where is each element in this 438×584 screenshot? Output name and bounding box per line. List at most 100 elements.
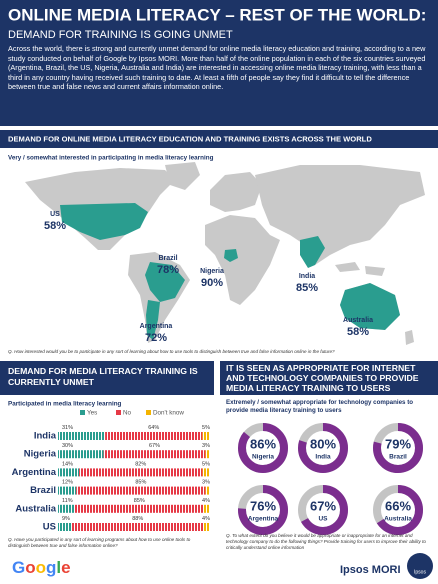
chart-title: Participated in media literacy learning — [8, 401, 122, 408]
value-label: 82% — [135, 461, 146, 467]
bar-segment — [58, 486, 77, 495]
bar-segment — [205, 450, 210, 459]
category-label: Argentina — [12, 467, 57, 478]
donut-arc — [373, 485, 423, 535]
value-label: 85% — [296, 282, 318, 294]
category-label: Brazil — [389, 454, 407, 461]
value-label: 9% — [62, 516, 70, 522]
category-label: Nigeria — [252, 454, 274, 461]
value-label: 5% — [202, 425, 210, 431]
value-label: 86% — [250, 436, 276, 451]
bar-segment — [58, 504, 75, 513]
country — [60, 203, 148, 240]
value-label: 80% — [310, 436, 336, 451]
ipsos-badge-text: Ipsos — [414, 569, 426, 575]
bar-segment — [202, 468, 210, 477]
bar-segment — [105, 432, 203, 440]
bar-segment — [76, 486, 206, 495]
continent — [335, 262, 385, 276]
country-label: Australia — [343, 317, 373, 324]
value-label: 72% — [145, 332, 167, 344]
donut-arc — [298, 423, 348, 473]
continent — [205, 215, 280, 305]
google-logo: Google — [12, 558, 71, 577]
section-bar — [0, 361, 214, 395]
subtitle: DEMAND FOR TRAINING IS GOING UNMET — [8, 29, 233, 41]
continent — [210, 172, 262, 212]
category-label: India — [315, 454, 331, 461]
category-label: US — [43, 522, 56, 533]
value-label: 4% — [202, 498, 210, 504]
section-title: DEMAND FOR MEDIA LITERACY TRAINING IS CU… — [8, 366, 198, 387]
value-label: 31% — [62, 425, 73, 431]
value-label: 79% — [385, 436, 411, 451]
country — [145, 262, 185, 302]
country — [224, 249, 238, 262]
section-bar — [220, 361, 438, 395]
category-label: Australia — [15, 503, 56, 514]
country-label: US — [50, 211, 60, 218]
value-label: 12% — [62, 480, 73, 486]
country-label: Argentina — [140, 323, 173, 330]
value-label: 58% — [44, 220, 66, 232]
section-title: IT IS SEEN AS APPROPRIATE FOR INTERNET A… — [226, 363, 419, 393]
bar-segment — [205, 486, 210, 495]
country — [340, 283, 400, 330]
value-label: 5% — [202, 461, 210, 467]
footnote: Q. Have you participated in any sort of … — [8, 537, 191, 548]
continent — [405, 330, 414, 345]
ipsos-badge — [407, 553, 433, 579]
value-label: 85% — [135, 480, 146, 486]
legend-swatch — [116, 410, 121, 415]
header-bg — [0, 0, 438, 126]
donut-arc — [298, 485, 348, 535]
country-label: Nigeria — [200, 268, 224, 275]
chart-title: Extremely / somewhat appropriate for tec… — [226, 399, 414, 414]
value-label: 85% — [134, 498, 145, 504]
bar-segment — [203, 523, 210, 531]
category-label: Australia — [384, 516, 412, 523]
category-label: Argentina — [248, 516, 279, 523]
value-label: 11% — [62, 498, 73, 504]
category-label: India — [34, 431, 57, 442]
value-label: 14% — [62, 461, 73, 467]
category-label: US — [318, 516, 328, 523]
title: ONLINE MEDIA LITERACY – REST OF THE WORL… — [8, 5, 426, 24]
bar-segment — [79, 468, 203, 477]
bar-segment — [58, 468, 80, 477]
bar-segment — [58, 523, 72, 531]
legend-label: Don't know — [153, 410, 184, 417]
highlighted-countries — [60, 203, 400, 340]
category-label: Nigeria — [24, 449, 57, 460]
value-label: 76% — [250, 498, 276, 513]
legend-label: No — [123, 410, 132, 417]
legend-swatch — [146, 410, 151, 415]
value-label: 88% — [132, 516, 143, 522]
bar-segment — [203, 504, 210, 513]
bar-segment — [202, 432, 210, 440]
value-label: 78% — [157, 264, 179, 276]
ipsos-logo: Ipsos MORI — [340, 564, 401, 576]
legend-label: Yes — [87, 410, 97, 417]
section-title: DEMAND FOR ONLINE MEDIA LITERACY EDUCATI… — [8, 135, 372, 144]
bar-segment — [71, 523, 204, 531]
value-label: 66% — [385, 498, 411, 513]
value-label: 64% — [148, 425, 159, 431]
continent — [165, 162, 200, 190]
country — [146, 300, 160, 340]
value-label: 3% — [202, 443, 210, 449]
bar-segment — [58, 450, 104, 459]
bar-segment — [103, 450, 206, 459]
legend-swatch — [80, 410, 85, 415]
donut-arc — [238, 485, 288, 535]
continent — [255, 165, 425, 265]
bar-segment — [74, 504, 204, 513]
country — [300, 236, 325, 268]
value-label: 90% — [201, 277, 223, 289]
footnote: Q. To what extent do you believe it woul… — [226, 533, 426, 550]
intro: Across the world, there is strong and cu… — [8, 44, 426, 92]
